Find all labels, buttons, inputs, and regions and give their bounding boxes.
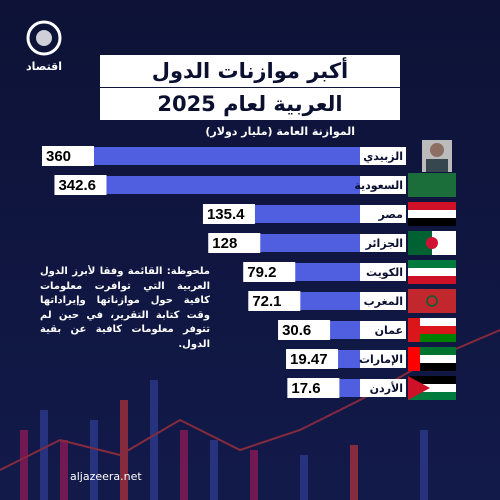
country-box — [360, 234, 406, 252]
country-label: السعودية — [354, 179, 403, 192]
country-label: المغرب — [364, 295, 403, 308]
title-box — [100, 55, 400, 87]
flag — [408, 173, 456, 197]
value-box — [208, 233, 261, 253]
value-label: 128 — [212, 235, 237, 252]
country-box — [360, 176, 406, 194]
note: ملحوظة: القائمة وفقا لأبرز الدول العربية… — [40, 266, 210, 350]
value-box — [42, 146, 94, 166]
title-line: العربية لعام 2025 — [157, 92, 342, 116]
flag — [408, 210, 456, 218]
flag — [408, 376, 456, 384]
value-box — [54, 175, 107, 195]
country-label: الإمارات — [359, 353, 403, 366]
value-label: 72.1 — [252, 293, 281, 310]
flag — [408, 347, 456, 355]
value-box — [248, 291, 301, 311]
flag-emblem — [426, 237, 438, 249]
value-label: 360 — [46, 148, 71, 165]
value-label: 135.4 — [207, 206, 245, 223]
country-box — [360, 263, 406, 281]
subtitle: الموازنة العامة (مليار دولار) — [205, 125, 355, 138]
flag — [408, 392, 456, 400]
country-label: الأردن — [370, 381, 403, 395]
country-box — [360, 321, 406, 339]
value-box — [278, 320, 331, 340]
value-box — [243, 262, 296, 282]
flag — [408, 384, 456, 392]
title-box — [100, 88, 400, 120]
logo: اقتصاد — [26, 20, 62, 73]
country-box — [360, 379, 406, 397]
flag — [408, 318, 456, 326]
flag-stripe — [408, 347, 420, 371]
country-label: الزبيدي — [363, 150, 403, 163]
flag-triangle — [408, 376, 430, 400]
value-label: 19.47 — [290, 351, 328, 368]
country-box — [360, 350, 406, 368]
flag-stripe — [408, 318, 420, 342]
value-box — [286, 349, 339, 369]
flag — [408, 326, 456, 334]
country-box — [360, 292, 406, 310]
logo-text: اقتصاد — [26, 60, 62, 73]
note-box: ملحوظة: القائمة وفقا لأبرز الدول العربية… — [40, 266, 210, 350]
photo-head — [430, 143, 444, 157]
flag — [408, 218, 456, 226]
flag — [408, 334, 456, 342]
flag-emblem — [426, 295, 438, 307]
value-box — [287, 378, 340, 398]
value-label: 342.6 — [58, 177, 96, 194]
value-box — [202, 204, 255, 224]
country-label: الجزائر — [365, 237, 403, 250]
flag — [408, 268, 456, 276]
photo-body — [426, 159, 448, 172]
country-box — [360, 205, 406, 223]
country-label: مصر — [378, 208, 404, 221]
country-box — [360, 147, 406, 165]
country-label: عمان — [375, 324, 403, 337]
value-label: 17.6 — [291, 380, 320, 397]
bar — [54, 176, 360, 194]
flag — [408, 260, 456, 268]
flag — [408, 202, 456, 210]
value-label: 79.2 — [247, 264, 276, 281]
source: aljazeera.net — [70, 470, 142, 483]
country-label: الكويت — [366, 266, 403, 279]
bar — [42, 147, 360, 165]
flag — [408, 355, 456, 363]
title-line: أكبر موازنات الدول — [152, 56, 349, 83]
value-label: 30.6 — [282, 322, 311, 339]
flag — [408, 289, 456, 313]
decoration — [0, 329, 500, 500]
flag — [408, 363, 456, 371]
flag — [408, 276, 456, 284]
